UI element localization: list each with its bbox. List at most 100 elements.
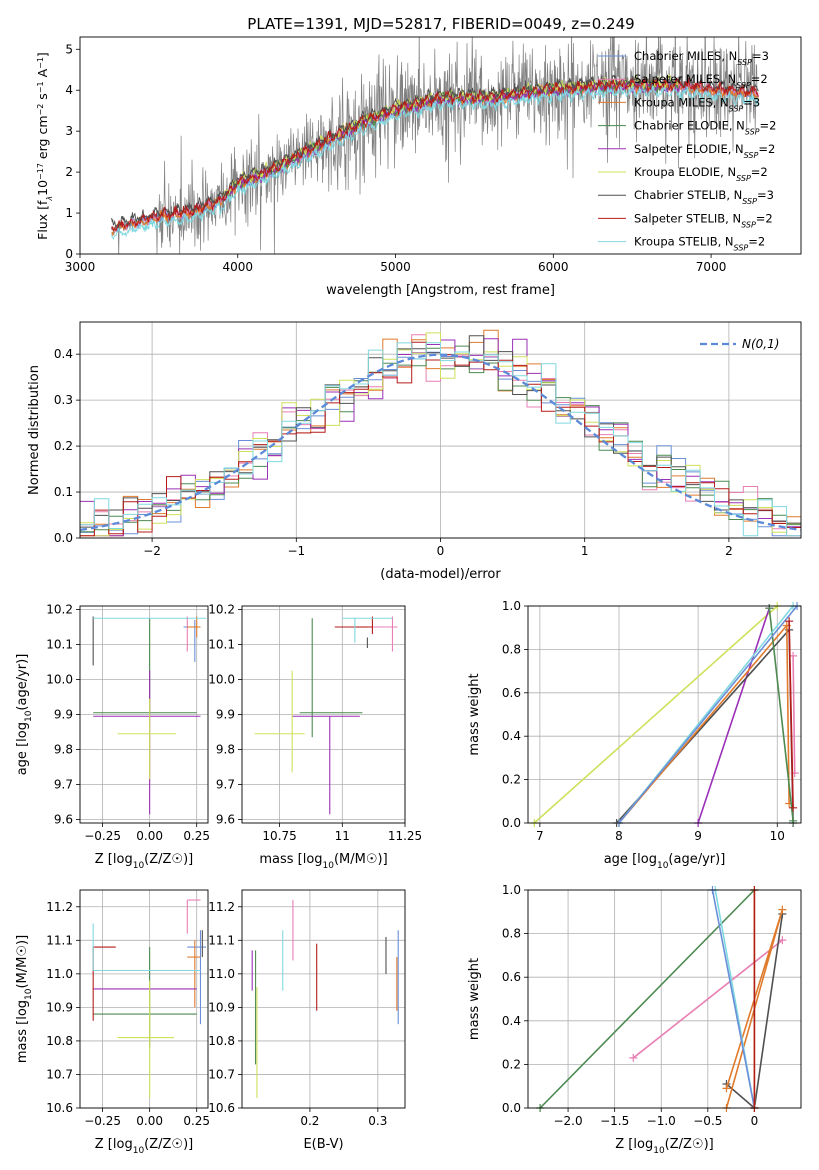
x-axis-label: age [log10(age/yr)] (604, 852, 726, 871)
residuals-panel: −2 −1 0 1 2 0.0 0.1 0.2 0.3 0.4 N(0,1) (data-model)… (27, 321, 802, 582)
axes-frame (79, 889, 209, 1109)
x-tick-label: −1 (287, 544, 305, 558)
y-tick-label: 11.2 (208, 900, 235, 914)
axes-frame (241, 605, 406, 824)
x-tick-label: 0.00 (136, 1114, 163, 1128)
y-tick-label: 0.2 (502, 1057, 521, 1071)
y-axis-label: Normed distribution (27, 365, 42, 495)
y-tick-label: 11.1 (208, 933, 235, 947)
weight-marker (785, 617, 794, 626)
legend-label: Kroupa MILES, NSSP=3 (634, 95, 760, 113)
y-tick-label: 5 (65, 42, 73, 56)
x-axis-label: E(B-V) (303, 1137, 343, 1152)
figure-title: PLATE=1391, MJD=52817, FIBERID=0049, z=0… (247, 15, 634, 33)
y-tick-label: 3 (65, 124, 73, 138)
y-tick-label: 10.9 (46, 1000, 73, 1014)
weight-line (539, 890, 755, 1108)
legend-label: Salpeter ELODIE, NSSP=2 (634, 142, 775, 160)
weight-marker (778, 936, 787, 945)
mass_weight_vs_Z-panel: −2.0 −1.5 −1.0 −0.5 0 0.0 0.2 0.4 0.6 0.8 1.0 Z [lo… (467, 883, 802, 1156)
y-tick-label: 0.8 (502, 642, 521, 656)
x-tick-label: 0.25 (183, 829, 210, 843)
legend-label: Kroupa STELIB, NSSP=2 (634, 235, 765, 253)
y-tick-label: 0.0 (54, 531, 73, 545)
y-tick-label: 10.2 (46, 603, 73, 617)
y-tick-label: 10.1 (208, 638, 235, 652)
y-tick-label: 10.6 (46, 1101, 73, 1115)
weight-line (792, 655, 796, 774)
axes-frame (79, 321, 802, 539)
y-tick-label: 11.2 (46, 900, 73, 914)
weight-marker (789, 803, 798, 812)
x-tick-label: 0.3 (368, 1114, 387, 1128)
axes-frame (79, 605, 209, 824)
y-tick-label: 9.7 (54, 778, 73, 792)
y-tick-label: 10.1 (46, 638, 73, 652)
weight-marker (789, 816, 798, 825)
y-tick-label: 0.4 (502, 1014, 521, 1028)
x-axis-label: Z [log10(Z/Z☉)] (95, 852, 193, 871)
y-tick-label: 10.0 (46, 673, 73, 687)
mass_weight_vs_age-panel: 7 8 9 10 0.0 0.2 0.4 0.6 0.8 1.0 age [log10(age/yr… (467, 599, 802, 871)
y-tick-label: 0.2 (54, 439, 73, 453)
x-tick-label: −1.0 (647, 1114, 676, 1128)
x-tick-label: 9 (694, 829, 702, 843)
x-tick-label: 0.25 (183, 1114, 210, 1128)
x-tick-label: −0.5 (693, 1114, 722, 1128)
x-tick-label: 10 (770, 829, 785, 843)
weight-marker (778, 905, 787, 914)
spectrum-data-line (111, 37, 759, 254)
x-tick-label: −0.25 (84, 1114, 121, 1128)
y-tick-label: 10.0 (208, 673, 235, 687)
y-tick-label: 1.0 (502, 883, 521, 897)
y-tick-label: 9.8 (216, 743, 235, 757)
weight-line (533, 606, 778, 823)
y-axis-label: Flux [fλ10−17 erg cm−2 s−1 A−1] (35, 52, 54, 240)
x-tick-label: 11 (335, 829, 350, 843)
y-tick-label: 11.0 (208, 967, 235, 981)
y-axis-label: age [log10(age/yr)] (15, 654, 34, 776)
x-tick-label: −2 (143, 544, 161, 558)
x-axis-label: Z [log10(Z/Z☉)] (615, 1137, 713, 1156)
axes-frame (79, 36, 802, 255)
weight-marker (765, 604, 774, 613)
x-tick-label: 2 (725, 544, 733, 558)
spectrum-model-line (111, 74, 759, 229)
x-tick-label: −0.25 (84, 829, 121, 843)
mass_vs_ebv-panel: 0.2 0.3 10.6 10.7 10.8 10.9 11.0 11.1 11.2 E(B-V) (208, 889, 406, 1152)
y-tick-label: 10.8 (208, 1034, 235, 1048)
axes-frame (527, 605, 802, 824)
y-tick-label: 1.0 (502, 599, 521, 613)
spectrum-model-line (111, 77, 759, 232)
x-tick-label: 3000 (65, 260, 96, 274)
y-tick-label: 1 (65, 206, 73, 220)
x-tick-label: 0.2 (300, 1114, 319, 1128)
y-tick-label: 9.6 (216, 813, 235, 827)
x-tick-label: 8 (615, 829, 623, 843)
y-tick-label: 9.6 (54, 813, 73, 827)
weight-line (768, 608, 794, 821)
y-tick-label: 0.1 (54, 485, 73, 499)
y-tick-label: 11.0 (46, 967, 73, 981)
x-tick-label: −2.0 (553, 1114, 582, 1128)
legend-label: Chabrier STELIB, NSSP=3 (634, 188, 774, 206)
y-tick-label: 0.6 (502, 970, 521, 984)
x-axis-label: mass [log10(M/M☉)] (259, 852, 387, 871)
y-tick-label: 4 (65, 83, 73, 97)
weight-line (632, 939, 783, 1059)
legend-label: Salpeter MILES, NSSP=2 (634, 72, 768, 90)
y-tick-label: 11.1 (46, 933, 73, 947)
spectrum-model-line (111, 84, 759, 241)
x-tick-label: 7 (536, 829, 544, 843)
x-tick-label: −1.5 (600, 1114, 629, 1128)
y-axis-label: mass [log10(M/M☉)] (15, 935, 34, 1063)
y-tick-label: 0.0 (502, 1101, 521, 1115)
age_vs_mass-panel: 10.75 11 11.25 9.6 9.7 9.8 9.9 10.0 10.1 10.2 mass… (208, 603, 422, 872)
weight-line (697, 607, 771, 823)
y-tick-label: 10.6 (208, 1101, 235, 1115)
y-tick-label: 10.9 (208, 1000, 235, 1014)
x-axis-label: Z [log10(Z/Z☉)] (95, 1137, 193, 1156)
y-tick-label: 2 (65, 165, 73, 179)
axes-frame (241, 889, 406, 1109)
y-axis-label: mass weight (467, 673, 482, 755)
